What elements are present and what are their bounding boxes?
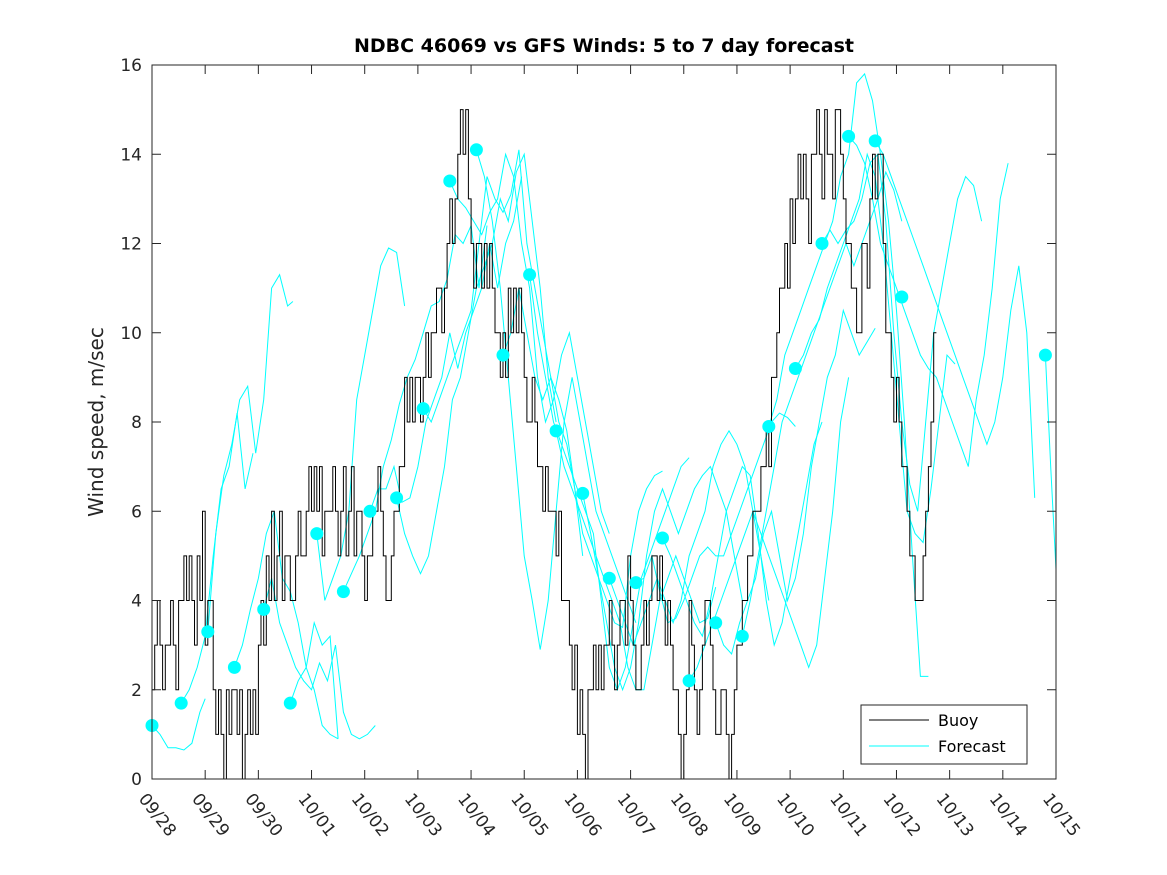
forecast-marker-4 xyxy=(257,602,271,616)
marker-layer xyxy=(145,129,1052,732)
forecast-line-0 xyxy=(151,698,206,751)
y-axis-label: Wind speed, m/sec xyxy=(84,327,108,517)
forecast-line-5 xyxy=(289,620,339,739)
forecast-marker-15 xyxy=(549,424,563,438)
legend-buoy-label: Buoy xyxy=(938,711,978,730)
forecast-marker-2 xyxy=(201,625,215,639)
y-tick-label-5: 10 xyxy=(120,324,142,344)
y-tick-label-4: 8 xyxy=(131,413,142,433)
forecast-marker-11 xyxy=(443,174,457,188)
forecast-marker-20 xyxy=(682,674,696,688)
forecast-marker-1 xyxy=(174,696,188,710)
y-tick-label-1: 2 xyxy=(131,681,142,701)
forecast-marker-6 xyxy=(310,527,324,541)
forecast-line-23 xyxy=(768,72,929,677)
series-layer xyxy=(151,72,1057,780)
forecast-line-10 xyxy=(422,149,584,556)
forecast-line-3 xyxy=(233,511,339,740)
forecast-marker-26 xyxy=(842,129,856,143)
forecast-marker-25 xyxy=(815,237,829,250)
y-tick-label-0: 0 xyxy=(131,770,142,790)
forecast-marker-24 xyxy=(788,362,802,375)
y-tick-label-2: 4 xyxy=(131,592,142,612)
forecast-marker-12 xyxy=(469,143,483,157)
forecast-marker-21 xyxy=(709,616,723,630)
y-tick-label-3: 6 xyxy=(131,502,142,522)
forecast-line-27 xyxy=(874,140,1036,498)
forecast-line-26 xyxy=(848,136,1009,467)
chart-title: NDBC 46069 vs GFS Winds: 5 to 7 day fore… xyxy=(354,35,854,57)
forecast-marker-27 xyxy=(868,134,882,148)
forecast-line-6 xyxy=(316,247,406,601)
forecast-line-28 xyxy=(1044,355,1057,570)
forecast-line-11 xyxy=(449,152,610,534)
legend: Buoy Forecast xyxy=(860,704,1028,765)
legend-forecast-label: Forecast xyxy=(938,737,1006,756)
forecast-marker-14 xyxy=(523,268,537,282)
forecast-marker-17 xyxy=(602,571,616,585)
y-tick-label-6: 12 xyxy=(120,235,142,255)
y-tick-label-7: 14 xyxy=(120,145,142,165)
forecast-line-13 xyxy=(502,288,663,629)
forecast-marker-10 xyxy=(416,402,430,416)
y-tick-label-8: 16 xyxy=(120,56,142,76)
forecast-marker-19 xyxy=(656,531,669,545)
forecast-line-17 xyxy=(608,429,770,647)
forecast-line-4 xyxy=(263,578,376,740)
forecast-line-8 xyxy=(369,176,523,512)
forecast-marker-13 xyxy=(496,348,510,362)
forecast-line-20 xyxy=(688,377,850,682)
forecast-marker-7 xyxy=(336,585,350,599)
forecast-marker-18 xyxy=(629,576,643,590)
legend-box xyxy=(860,704,1028,765)
forecast-marker-22 xyxy=(735,629,749,643)
buoy-line xyxy=(152,109,937,780)
forecast-marker-9 xyxy=(390,491,404,505)
forecast-marker-8 xyxy=(363,504,377,518)
forecast-marker-23 xyxy=(762,420,776,433)
forecast-line-2 xyxy=(207,273,294,632)
forecast-marker-16 xyxy=(576,486,590,500)
forecast-marker-3 xyxy=(227,660,241,674)
forecast-marker-29 xyxy=(1038,348,1052,362)
forecast-line-7 xyxy=(342,223,488,592)
forecast-marker-5 xyxy=(283,696,297,710)
forecast-marker-28 xyxy=(895,290,909,304)
